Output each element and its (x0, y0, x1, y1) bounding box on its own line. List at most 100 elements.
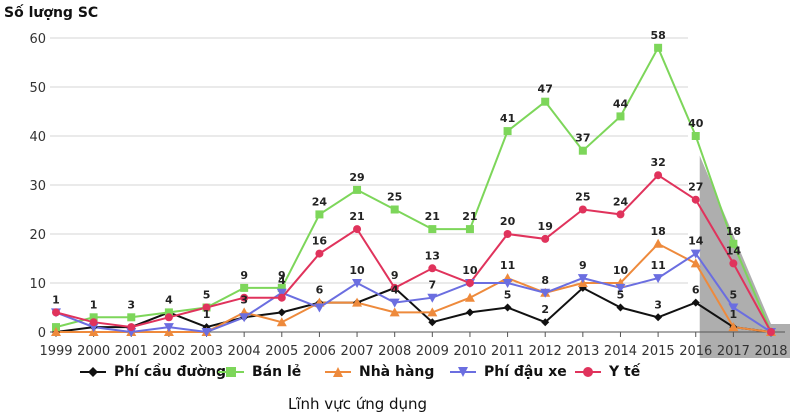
series-line (55, 173, 772, 333)
data-point (578, 146, 587, 155)
data-label: 4 (391, 284, 399, 297)
data-point (277, 308, 286, 317)
data-point (690, 249, 701, 259)
data-label: 9 (391, 269, 399, 282)
legend: Phí cầu đường Bán lẻ Nhà hàng Phí đậu xe… (0, 364, 790, 392)
y-tick-label: 20 (29, 228, 46, 243)
data-point (51, 327, 61, 336)
data-point (690, 258, 701, 268)
data-point (465, 225, 474, 234)
x-axis-label: Lĩnh vực ứng dụng (288, 395, 428, 413)
data-label: 3 (654, 298, 662, 311)
legend-item-retail: Bán lẻ (218, 364, 301, 380)
data-label: 20 (500, 215, 516, 228)
data-point (240, 283, 249, 292)
legend-item-health: Y tế (575, 364, 640, 380)
x-tick-label: 2018 (754, 344, 787, 359)
data-label: 18 (650, 225, 665, 238)
data-point (389, 307, 400, 317)
data-label: 7 (428, 279, 436, 292)
data-label: 58 (650, 29, 665, 42)
data-point (654, 171, 663, 180)
data-label: 1 (203, 308, 211, 321)
data-label: 21 (349, 210, 364, 223)
legend-item-restaurant: Nhà hàng (325, 364, 434, 380)
data-point (503, 127, 512, 136)
data-point (541, 234, 550, 243)
data-point (276, 317, 287, 327)
data-point (654, 43, 663, 52)
data-point (654, 313, 663, 322)
data-label: 40 (688, 117, 704, 130)
data-point (89, 318, 98, 327)
x-tick-label: 2000 (77, 344, 110, 359)
x-tick-label: 2007 (341, 344, 374, 359)
data-point (239, 313, 250, 323)
data-point (88, 323, 99, 333)
data-point (541, 97, 550, 106)
data-label: 47 (538, 83, 553, 96)
data-point (767, 328, 775, 336)
data-label: 24 (613, 195, 629, 208)
data-point (691, 132, 700, 140)
data-point (352, 297, 363, 307)
data-label: 11 (650, 259, 665, 272)
data-point (615, 283, 626, 293)
data-label: 24 (312, 195, 328, 208)
data-label: 10 (349, 264, 365, 277)
legend-marker-diamond-icon (80, 367, 106, 377)
y-axis-label: Số lượng SC (4, 5, 99, 21)
y-tick-label: 40 (29, 130, 46, 145)
legend-marker-triangle-icon (325, 367, 351, 377)
data-point (277, 293, 286, 302)
data-point (164, 308, 173, 317)
data-point (728, 322, 739, 332)
x-tick-label: 2009 (416, 344, 449, 359)
y-tick-label: 50 (29, 81, 46, 96)
data-point (729, 239, 738, 248)
x-tick-label: 2017 (717, 344, 750, 359)
series-line (55, 286, 772, 333)
data-point (653, 238, 664, 248)
y-tick-label: 60 (29, 32, 46, 47)
data-point (503, 230, 512, 238)
x-tick-label: 2011 (491, 344, 524, 359)
x-tick-label: 2012 (529, 344, 562, 359)
data-label: 4 (165, 293, 173, 306)
data-label: 1 (52, 293, 60, 306)
data-point (240, 293, 249, 302)
x-tick-label: 2004 (228, 344, 261, 359)
data-point (428, 225, 437, 234)
data-label: 6 (692, 284, 700, 297)
legend-item-toll: Phí cầu đường (80, 364, 226, 380)
data-label: 10 (462, 264, 478, 277)
data-label: 14 (688, 235, 704, 248)
legend-marker-triangle-down-icon (450, 367, 476, 377)
data-point (616, 303, 625, 312)
series-line (56, 242, 772, 333)
series-line (55, 252, 772, 334)
data-point (427, 293, 438, 303)
data-point (653, 274, 664, 284)
data-label: 21 (425, 210, 440, 223)
legend-label: Bán lẻ (252, 364, 302, 380)
data-point (314, 303, 325, 313)
data-label: 37 (575, 132, 590, 145)
x-tick-label: 2005 (265, 344, 298, 359)
y-tick-label: 10 (29, 277, 46, 292)
x-tick-label: 2014 (604, 344, 637, 359)
data-point (353, 225, 362, 234)
data-point (389, 298, 400, 308)
data-point (465, 308, 474, 317)
x-tick-label: 2010 (453, 344, 486, 359)
data-label: 41 (500, 112, 515, 125)
data-point (390, 283, 399, 292)
x-tick-label: 2001 (115, 344, 148, 359)
data-point (540, 288, 551, 298)
data-label: 5 (203, 289, 211, 302)
data-point (428, 318, 437, 327)
data-point (728, 303, 739, 313)
data-point (202, 303, 211, 312)
data-label: 13 (425, 249, 440, 262)
